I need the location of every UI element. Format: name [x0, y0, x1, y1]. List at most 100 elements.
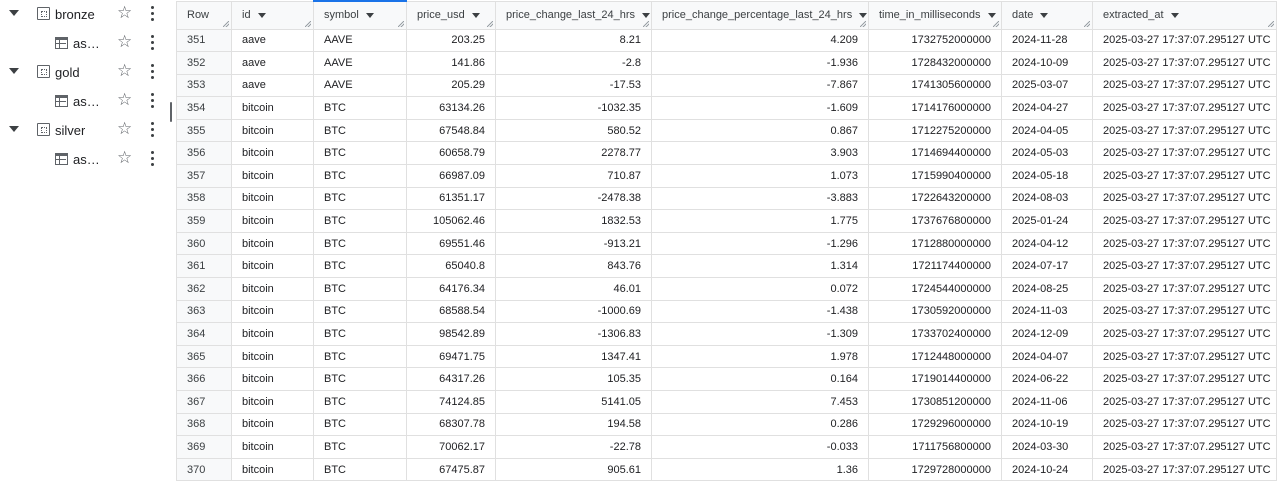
table-cell[interactable]: 2025-03-27 17:37:07.295127 UTC: [1092, 299, 1277, 324]
table-cell[interactable]: 2024-10-19: [1001, 412, 1093, 437]
table-cell[interactable]: 65040.8: [406, 254, 496, 279]
table-cell[interactable]: 1730592000000: [868, 299, 1002, 324]
table-cell[interactable]: 2025-03-27 17:37:07.295127 UTC: [1092, 118, 1277, 143]
table-cell[interactable]: 0.286: [651, 412, 869, 437]
star-icon[interactable]: ☆: [117, 148, 133, 167]
more-vert-icon[interactable]: [151, 151, 155, 167]
row-number-cell[interactable]: 370: [176, 457, 232, 482]
column-header-0[interactable]: Row: [176, 0, 232, 30]
table-cell[interactable]: 2278.77: [495, 141, 652, 166]
table-row[interactable]: 358 bitcoin BTC 61351.17 -2478.38 -3.883 17226…: [176, 186, 1277, 211]
row-number-cell[interactable]: 356: [176, 141, 232, 166]
table-cell[interactable]: BTC: [313, 412, 407, 437]
table-cell[interactable]: 60658.79: [406, 141, 496, 166]
table-cell[interactable]: -1.309: [651, 322, 869, 346]
row-number-cell[interactable]: 361: [176, 254, 232, 279]
sort-caret-icon[interactable]: [859, 12, 868, 18]
table-cell[interactable]: 3.903: [651, 141, 869, 166]
results-grid[interactable]: Row id symbol price_usd price_change_last_24…: [176, 0, 1280, 493]
sort-caret-icon[interactable]: [257, 12, 266, 18]
row-number-cell[interactable]: 368: [176, 412, 232, 437]
more-vert-icon[interactable]: [151, 6, 155, 22]
panel-resize-handle[interactable]: [170, 102, 172, 122]
table-cell[interactable]: 1.36: [651, 457, 869, 482]
column-resize-icon[interactable]: [643, 20, 649, 27]
table-row[interactable]: 359 bitcoin BTC 105062.46 1832.53 1.775 173767…: [176, 209, 1277, 233]
table-cell[interactable]: bitcoin: [231, 118, 314, 143]
table-cell[interactable]: -17.53: [495, 73, 652, 98]
table-cell[interactable]: 63134.26: [406, 96, 496, 120]
table-cell[interactable]: BTC: [313, 322, 407, 346]
sort-caret-icon[interactable]: [471, 12, 480, 18]
star-icon[interactable]: ☆: [117, 119, 133, 138]
table-cell[interactable]: 1711756800000: [868, 435, 1002, 459]
table-cell[interactable]: -1.936: [651, 51, 869, 75]
table-cell[interactable]: 2025-03-27 17:37:07.295127 UTC: [1092, 412, 1277, 437]
table-cell[interactable]: bitcoin: [231, 141, 314, 166]
table-cell[interactable]: BTC: [313, 435, 407, 459]
table-cell[interactable]: 2024-10-24: [1001, 457, 1093, 482]
more-vert-icon[interactable]: [151, 122, 155, 138]
tree-table-bronze[interactable]: ass... ☆: [0, 29, 170, 57]
table-cell[interactable]: 68588.54: [406, 299, 496, 324]
row-number-cell[interactable]: 363: [176, 299, 232, 324]
table-cell[interactable]: BTC: [313, 141, 407, 166]
table-cell[interactable]: 905.61: [495, 457, 652, 482]
star-icon[interactable]: ☆: [117, 61, 133, 80]
table-cell[interactable]: 2024-12-09: [1001, 322, 1093, 346]
column-resize-icon[interactable]: [993, 20, 999, 27]
table-row[interactable]: 360 bitcoin BTC 69551.46 -913.21 -1.296 171288…: [176, 231, 1277, 256]
table-cell[interactable]: 70062.17: [406, 435, 496, 459]
table-cell[interactable]: 1721174400000: [868, 254, 1002, 279]
table-cell[interactable]: 2025-03-27 17:37:07.295127 UTC: [1092, 390, 1277, 414]
column-resize-icon[interactable]: [1084, 20, 1090, 27]
column-resize-icon[interactable]: [305, 20, 311, 27]
more-vert-icon[interactable]: [151, 64, 155, 80]
column-header-6[interactable]: time_in_milliseconds: [868, 0, 1002, 30]
table-cell[interactable]: 1712880000000: [868, 231, 1002, 256]
row-number-cell[interactable]: 366: [176, 367, 232, 391]
more-vert-icon[interactable]: [151, 35, 155, 51]
table-cell[interactable]: BTC: [313, 299, 407, 324]
table-cell[interactable]: 2025-03-27 17:37:07.295127 UTC: [1092, 344, 1277, 369]
row-number-cell[interactable]: 365: [176, 344, 232, 369]
table-cell[interactable]: BTC: [313, 231, 407, 256]
table-cell[interactable]: 68307.78: [406, 412, 496, 437]
table-cell[interactable]: -3.883: [651, 186, 869, 211]
table-cell[interactable]: BTC: [313, 96, 407, 120]
table-cell[interactable]: bitcoin: [231, 96, 314, 120]
table-cell[interactable]: BTC: [313, 118, 407, 143]
table-cell[interactable]: 64176.34: [406, 277, 496, 301]
row-number-cell[interactable]: 353: [176, 73, 232, 98]
table-cell[interactable]: 2024-11-28: [1001, 28, 1093, 53]
table-cell[interactable]: 1732752000000: [868, 28, 1002, 53]
table-cell[interactable]: 1729728000000: [868, 457, 1002, 482]
column-header-3[interactable]: price_usd: [406, 0, 496, 30]
table-cell[interactable]: 710.87: [495, 164, 652, 188]
table-cell[interactable]: bitcoin: [231, 254, 314, 279]
table-cell[interactable]: 2025-03-27 17:37:07.295127 UTC: [1092, 96, 1277, 120]
table-cell[interactable]: bitcoin: [231, 209, 314, 233]
table-cell[interactable]: aave: [231, 28, 314, 53]
row-number-cell[interactable]: 352: [176, 51, 232, 75]
table-cell[interactable]: 2024-05-03: [1001, 141, 1093, 166]
row-number-cell[interactable]: 360: [176, 231, 232, 256]
table-cell[interactable]: 2025-03-27 17:37:07.295127 UTC: [1092, 28, 1277, 53]
table-cell[interactable]: bitcoin: [231, 435, 314, 459]
star-icon[interactable]: ☆: [117, 90, 133, 109]
table-cell[interactable]: 2024-11-03: [1001, 299, 1093, 324]
table-cell[interactable]: 2025-01-24: [1001, 209, 1093, 233]
table-cell[interactable]: BTC: [313, 186, 407, 211]
table-cell[interactable]: aave: [231, 51, 314, 75]
column-resize-icon[interactable]: [1268, 20, 1274, 27]
table-cell[interactable]: 1715990400000: [868, 164, 1002, 188]
table-cell[interactable]: BTC: [313, 344, 407, 369]
table-cell[interactable]: 2025-03-07: [1001, 73, 1093, 98]
table-cell[interactable]: 67475.87: [406, 457, 496, 482]
table-cell[interactable]: BTC: [313, 390, 407, 414]
table-cell[interactable]: 1714176000000: [868, 96, 1002, 120]
table-cell[interactable]: 1724544000000: [868, 277, 1002, 301]
table-cell[interactable]: 2025-03-27 17:37:07.295127 UTC: [1092, 141, 1277, 166]
sort-caret-icon[interactable]: [987, 12, 996, 18]
table-cell[interactable]: 2024-06-22: [1001, 367, 1093, 391]
